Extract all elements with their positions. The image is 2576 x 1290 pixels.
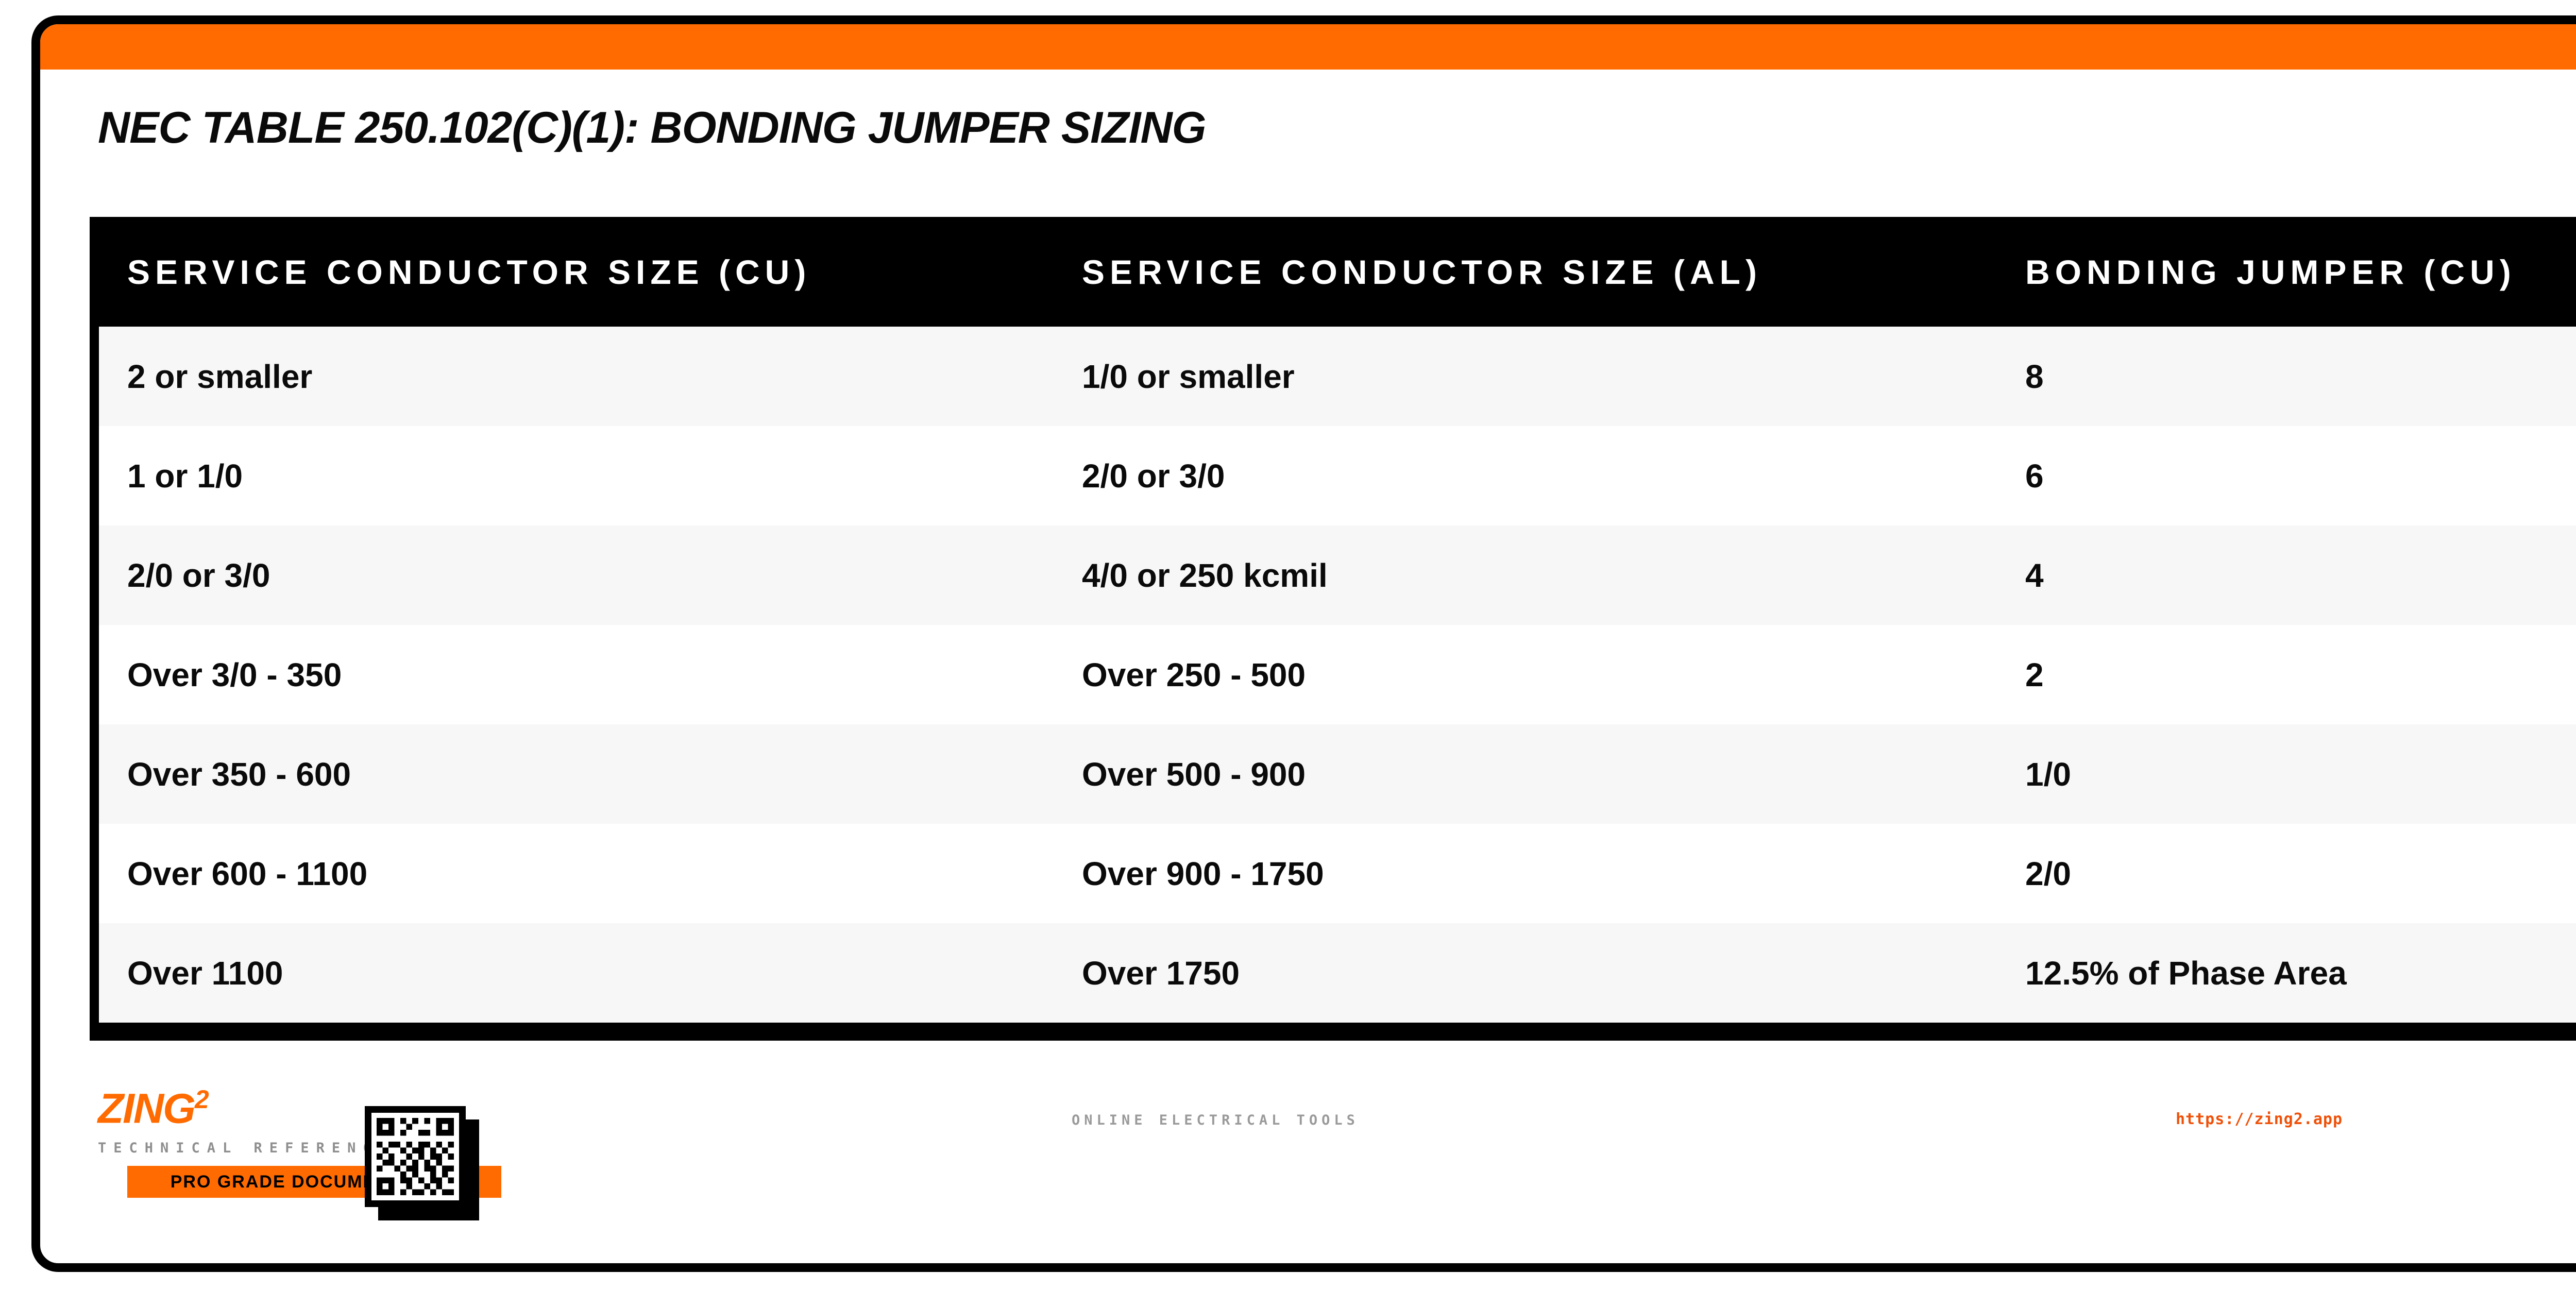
table-cell: 2/0 <box>2025 855 2071 892</box>
table-row: 2 or smaller 1/0 or smaller 8 6 <box>99 327 2576 426</box>
table-cell: Over 1750 <box>1082 954 1240 992</box>
table-cell: 1 or 1/0 <box>127 457 243 495</box>
table-row: 1 or 1/0 2/0 or 3/0 6 4 <box>99 426 2576 525</box>
table-cell: Over 1100 <box>127 954 283 992</box>
table-cell: 2 or smaller <box>127 358 313 395</box>
table-cell: Over 500 - 900 <box>1082 755 1306 793</box>
qr-code-icon <box>365 1106 466 1207</box>
table-header-row: SERVICE CONDUCTOR SIZE (CU) SERVICE COND… <box>99 217 2576 327</box>
table-row: Over 3/0 - 350 Over 250 - 500 2 1/0 <box>99 625 2576 724</box>
table-cell: Over 250 - 500 <box>1082 656 1306 693</box>
table-row: Over 350 - 600 Over 500 - 900 1/0 3/0 <box>99 724 2576 824</box>
table-cell: 12.5% of Phase Area <box>2025 954 2347 992</box>
table-cell: Over 600 - 1100 <box>127 855 368 892</box>
table-cell: 6 <box>2025 457 2044 495</box>
table-row: Over 600 - 1100 Over 900 - 1750 2/0 4/0 <box>99 824 2576 923</box>
table-cell: 2 <box>2025 656 2044 693</box>
column-header: SERVICE CONDUCTOR SIZE (CU) <box>127 252 811 291</box>
table-cell: 8 <box>2025 358 2044 395</box>
table-cell: Over 350 - 600 <box>127 755 351 793</box>
table-cell: 1/0 or smaller <box>1082 358 1295 395</box>
qr-code-pattern <box>377 1118 454 1195</box>
bonding-jumper-table: SERVICE CONDUCTOR SIZE (CU) SERVICE COND… <box>90 217 2576 1041</box>
brand-logo: ZING2 <box>98 1084 209 1133</box>
table-cell: Over 3/0 - 350 <box>127 656 342 693</box>
table-cell: 2/0 or 3/0 <box>127 556 270 594</box>
top-accent-bar <box>40 24 2576 70</box>
footer-center-label: ONLINE ELECTRICAL TOOLS <box>1072 1112 1359 1128</box>
brand-logo-superscript: 2 <box>194 1085 209 1114</box>
page-title: NEC TABLE 250.102(C)(1): BONDING JUMPER … <box>98 103 1206 152</box>
site-url-link[interactable]: https://zing2.app <box>2176 1110 2343 1128</box>
column-header: BONDING JUMPER (CU) <box>2025 252 2516 291</box>
table-row: Over 1100 Over 1750 12.5% of Phase Area … <box>99 923 2576 1023</box>
table-row: 2/0 or 3/0 4/0 or 250 kcmil 4 2 <box>99 525 2576 625</box>
table-cell: 2/0 or 3/0 <box>1082 457 1225 495</box>
reference-card: NEC TABLE 250.102(C)(1): BONDING JUMPER … <box>31 15 2576 1272</box>
brand-logo-text: ZING <box>98 1085 196 1132</box>
table-cell: 4/0 or 250 kcmil <box>1082 556 1328 594</box>
table-cell: 1/0 <box>2025 755 2071 793</box>
table-cell: Over 900 - 1750 <box>1082 855 1324 892</box>
column-header: SERVICE CONDUCTOR SIZE (AL) <box>1082 252 1762 291</box>
table-cell: 4 <box>2025 556 2044 594</box>
